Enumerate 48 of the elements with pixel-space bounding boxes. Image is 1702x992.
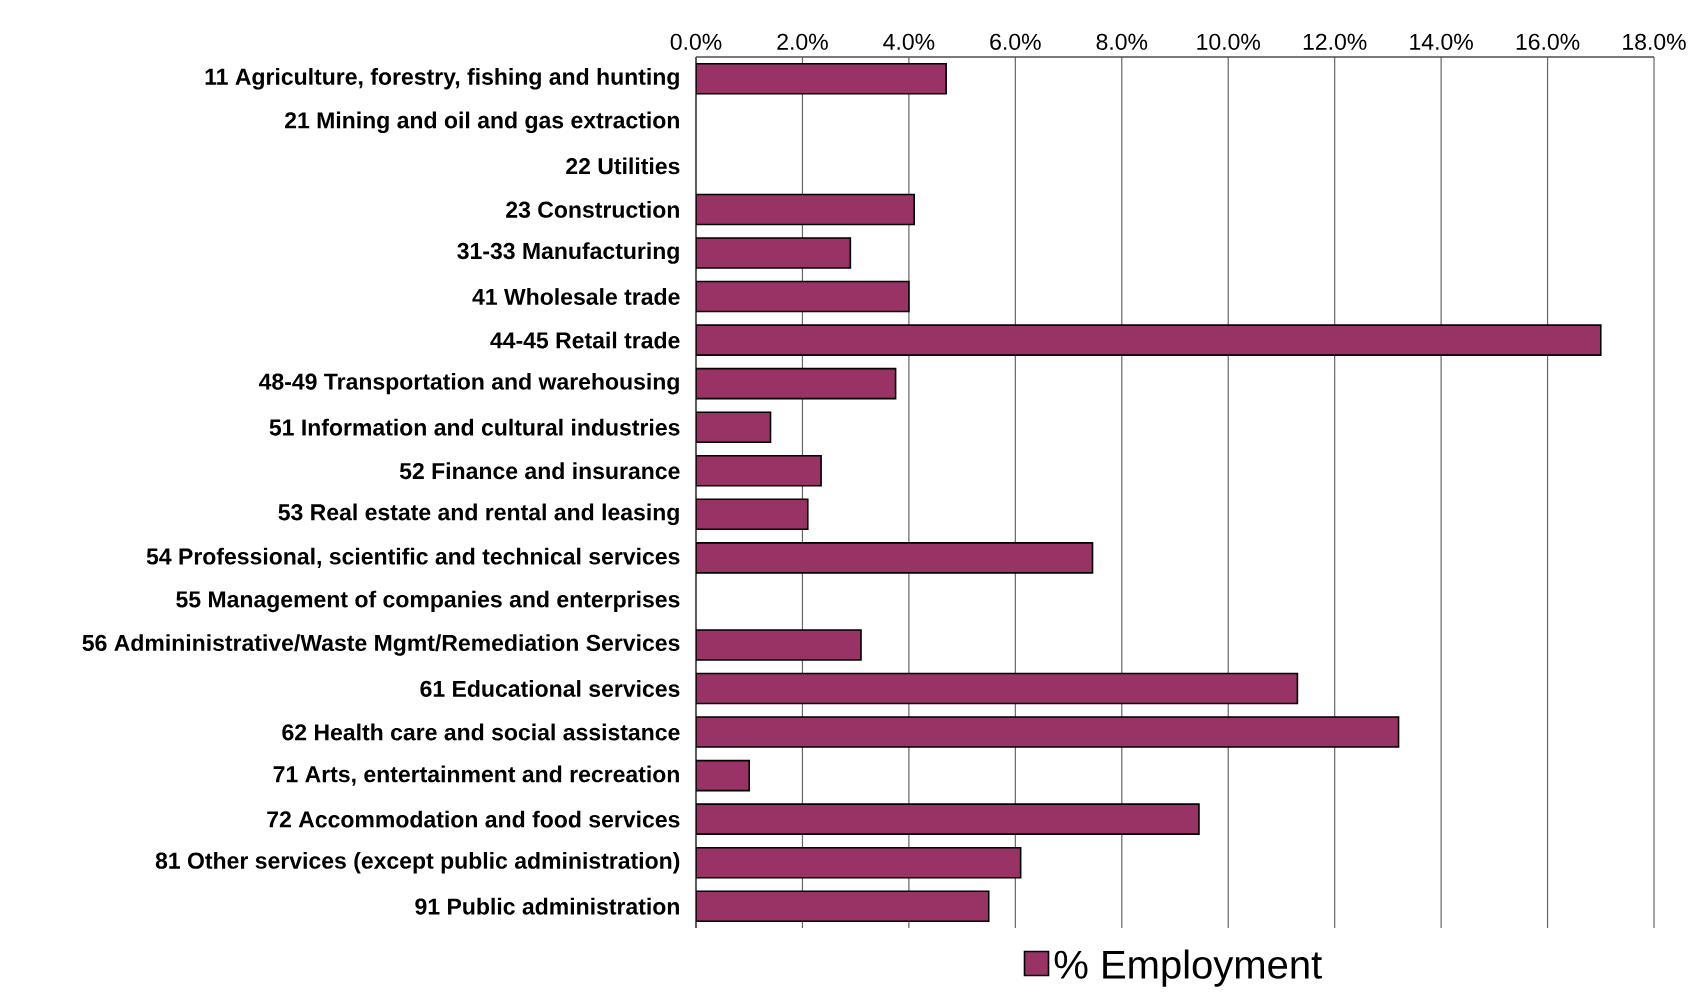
bar xyxy=(696,629,862,661)
y-tick-label: 51 Information and cultural industries xyxy=(269,418,680,436)
bar xyxy=(696,237,852,269)
bar xyxy=(696,62,947,95)
bar xyxy=(696,846,1022,879)
y-tick-label: 71 Arts, entertainment and recreation xyxy=(273,765,679,786)
x-tick-label: 10.0% xyxy=(1197,33,1261,50)
bar xyxy=(696,542,1094,574)
y-tick-label: 11 Agriculture, forestry, fishing and hunting xyxy=(205,68,679,90)
y-tick-label: 21 Mining and oil and gas extraction xyxy=(285,111,679,134)
y-tick-label: 31-33 Manufacturing xyxy=(457,242,679,264)
y-tick-label: 81 Other services (except public administration) xyxy=(155,851,680,874)
y-tick-label: 22 Utilities xyxy=(566,157,680,175)
x-tick-label: 16.0% xyxy=(1516,33,1580,50)
x-tick-label: 4.0% xyxy=(883,33,935,50)
x-tick-label: 6.0% xyxy=(990,33,1041,50)
bar xyxy=(696,498,809,531)
bar xyxy=(696,411,772,443)
x-tick-label: 2.0% xyxy=(777,33,828,50)
bar xyxy=(696,280,910,313)
y-tick-label: 61 Educational services xyxy=(420,680,680,697)
y-tick-label: 62 Health care and social assistance xyxy=(282,723,680,741)
y-tick-label: 41 Wholesale trade xyxy=(472,288,680,305)
y-tick-label: 23 Construction xyxy=(506,200,679,218)
x-tick-label: 8.0% xyxy=(1096,33,1148,50)
legend-label: % Employment xyxy=(1054,949,1322,987)
bar xyxy=(696,716,1400,748)
bar xyxy=(696,672,1299,705)
bar xyxy=(696,367,897,400)
x-tick-label: 0.0% xyxy=(670,33,722,50)
y-tick-label: 44-45 Retail trade xyxy=(490,331,680,349)
bar xyxy=(696,890,990,923)
bar xyxy=(696,454,822,487)
bar xyxy=(696,803,1200,835)
bar xyxy=(696,759,751,792)
y-tick-label: 53 Real estate and rental and leasing xyxy=(278,503,679,526)
bar xyxy=(696,324,1602,356)
bar xyxy=(696,193,916,226)
x-tick-label: 18.0% xyxy=(1623,33,1686,50)
y-tick-label: 52 Finance and insurance xyxy=(399,462,680,480)
x-tick-label: 12.0% xyxy=(1303,33,1367,50)
y-tick-label: 56 Admininistrative/Waste Mgmt/Remediation Services xyxy=(82,634,680,656)
y-tick-label: 48-49 Transportation and warehousing xyxy=(258,372,679,395)
y-tick-label: 55 Management of companies and enterprises xyxy=(176,590,680,613)
y-tick-label: 91 Public administration xyxy=(415,897,679,915)
y-tick-label: 54 Professional, scientific and technical services xyxy=(146,547,680,568)
x-tick-label: 14.0% xyxy=(1410,33,1473,50)
y-tick-label: 72 Accommodation and food services xyxy=(267,810,680,828)
